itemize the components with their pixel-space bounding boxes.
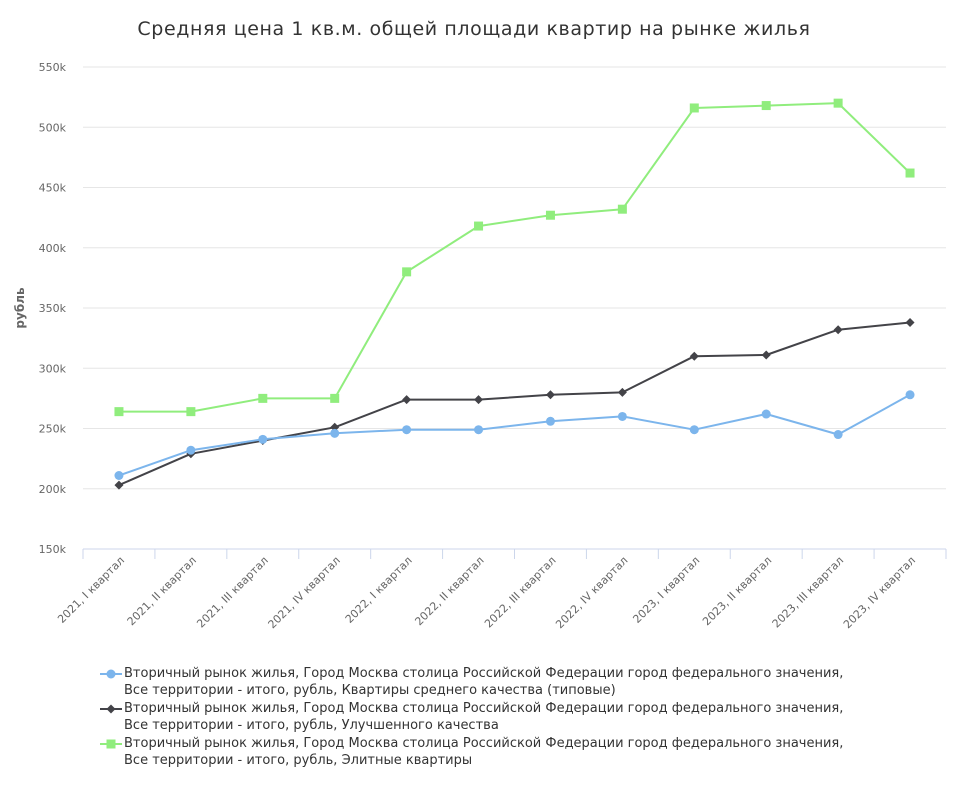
y-tick-label: 300k — [39, 362, 67, 375]
data-point — [258, 393, 268, 403]
chart-title: Средняя цена 1 кв.м. общей площади кварт… — [137, 18, 811, 40]
legend-label: Все территории - итого, рубль, Элитные к… — [124, 753, 473, 768]
data-point — [545, 416, 555, 426]
data-point — [114, 407, 124, 417]
data-point — [114, 480, 124, 490]
data-point — [617, 411, 627, 421]
data-point — [545, 210, 555, 220]
series-2 — [114, 98, 915, 417]
y-axis-label: рубль — [13, 287, 27, 329]
y-tick-label: 150k — [39, 543, 67, 556]
legend-marker-icon — [100, 704, 122, 714]
data-point — [258, 434, 268, 444]
data-point — [545, 390, 555, 400]
x-tick-label: 2022, I квартал — [343, 554, 415, 626]
legend-label: Вторичный рынок жилья, Город Москва стол… — [124, 701, 844, 716]
y-tick-label: 450k — [39, 182, 67, 195]
data-point — [330, 393, 340, 403]
y-tick-label: 500k — [39, 121, 67, 134]
x-tick-label: 2023, III квартал — [770, 554, 847, 631]
x-tick-label: 2022, IV квартал — [553, 554, 630, 631]
data-point — [833, 430, 843, 440]
data-point — [689, 351, 699, 361]
data-point — [905, 317, 915, 327]
data-point — [474, 425, 484, 435]
data-point — [402, 395, 412, 405]
data-point — [402, 425, 412, 435]
x-tick-label: 2023, IV квартал — [841, 554, 918, 631]
data-point — [617, 204, 627, 214]
y-tick-label: 550k — [39, 61, 67, 74]
x-tick-label: 2023, I квартал — [630, 554, 702, 626]
x-tick-label: 2021, I квартал — [55, 554, 127, 626]
data-point — [402, 267, 412, 277]
data-point — [689, 103, 699, 113]
legend-label: Все территории - итого, рубль, Улучшенно… — [124, 718, 499, 733]
legend-item[interactable]: Вторичный рынок жилья, Город Москва стол… — [100, 700, 940, 734]
data-point — [474, 221, 484, 231]
data-point — [833, 325, 843, 335]
series-1 — [114, 317, 915, 490]
x-tick-label: 2022, II квартал — [412, 554, 486, 628]
data-point — [761, 409, 771, 419]
data-point — [186, 445, 196, 455]
data-point — [330, 428, 340, 438]
legend-item[interactable]: Вторичный рынок жилья, Город Москва стол… — [100, 665, 940, 699]
data-point — [761, 350, 771, 360]
legend-marker-icon — [100, 739, 122, 749]
data-point — [186, 407, 196, 417]
y-tick-label: 350k — [39, 302, 67, 315]
legend-label: Вторичный рынок жилья, Город Москва стол… — [124, 736, 844, 751]
data-point — [833, 98, 843, 108]
x-tick-label: 2023, II квартал — [700, 554, 774, 628]
legend-item[interactable]: Вторичный рынок жилья, Город Москва стол… — [100, 735, 940, 769]
x-tick-label: 2021, III квартал — [194, 554, 271, 631]
y-tick-label: 400k — [39, 242, 67, 255]
data-point — [761, 101, 771, 111]
data-point — [114, 470, 124, 480]
x-tick-label: 2021, II квартал — [125, 554, 199, 628]
series-line — [118, 321, 911, 487]
series-0 — [114, 390, 915, 480]
chart-legend: Вторичный рынок жилья, Город Москва стол… — [100, 665, 940, 770]
data-point — [617, 387, 627, 397]
legend-label: Вторичный рынок жилья, Город Москва стол… — [124, 666, 844, 681]
data-point — [905, 390, 915, 400]
y-tick-label: 250k — [39, 423, 67, 436]
data-point — [474, 395, 484, 405]
series-line — [119, 102, 911, 413]
legend-label: Все территории - итого, рубль, Квартиры … — [124, 683, 616, 698]
chart-plot: 150k 200k 250k 300k 350k 400k 450k 500k 550k 2021… — [13, 61, 947, 631]
data-point — [905, 168, 915, 178]
y-tick-label: 200k — [39, 483, 67, 496]
data-point — [689, 425, 699, 435]
legend-marker-icon — [100, 669, 122, 679]
series-line — [118, 393, 911, 477]
x-tick-label: 2021, IV квартал — [266, 554, 343, 631]
x-tick-label: 2022, III квартал — [482, 554, 559, 631]
